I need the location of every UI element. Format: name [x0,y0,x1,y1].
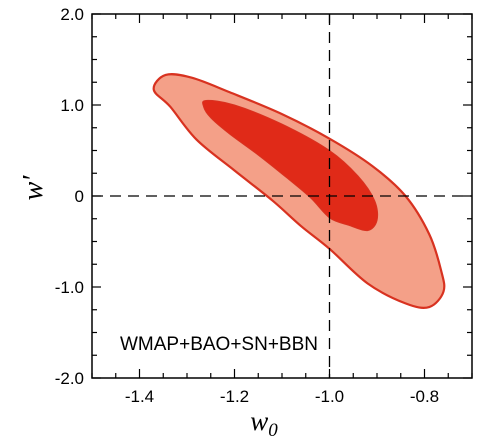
x-tick-label: -0.8 [410,387,439,406]
y-tick-label: 2.0 [60,5,84,24]
y-tick-label: 0 [75,187,84,206]
x-tick-label: -1.0 [315,387,344,406]
x-axis-title-subscript: 0 [268,420,278,441]
y-axis-title: w′ [18,175,49,201]
y-tick-label: 1.0 [60,96,84,115]
contours-layer [152,73,446,309]
legend-annotation: WMAP+BAO+SN+BBN [120,334,318,355]
x-tick-label: -1.4 [125,387,154,406]
contour-outer [152,73,446,309]
ticks-layer: -1.4 -1.2 -1.0 -0.8 2.0 1.0 0 -1.0 -2.0 [55,5,473,406]
x-axis-title-main: w [250,406,268,436]
y-tick-label: -1.0 [55,278,84,297]
y-tick-label: -2.0 [55,369,84,388]
reference-lines [92,14,472,378]
x-axis-title: w0 [250,406,278,441]
x-tick-label: -1.2 [220,387,249,406]
contour-inner [202,99,379,232]
